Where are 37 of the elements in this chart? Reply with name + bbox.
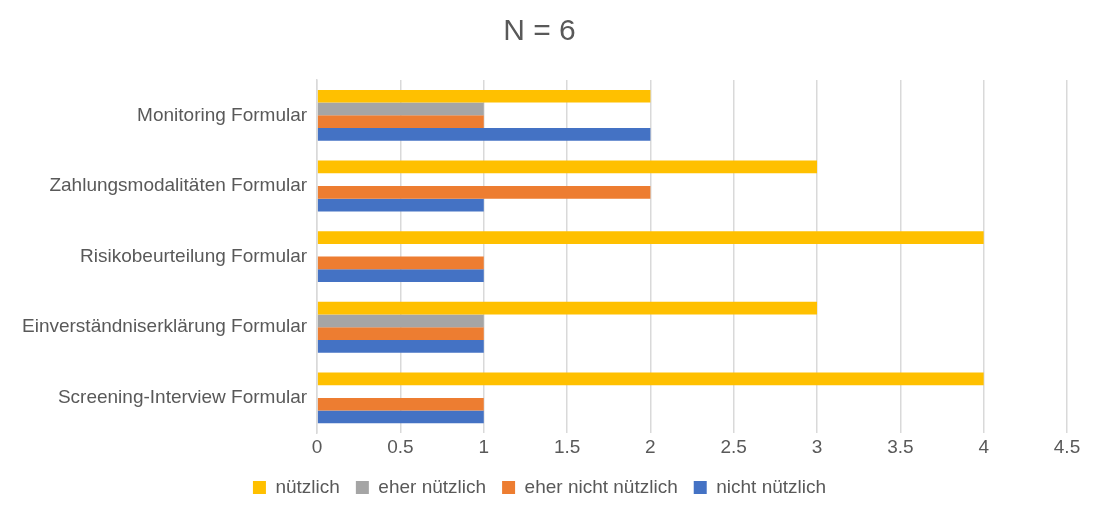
bar	[317, 102, 484, 116]
y-tick-label: Risikobeurteilung Formular	[80, 244, 308, 266]
bar	[317, 128, 651, 141]
x-tick-label: 0.5	[387, 435, 414, 457]
bar	[317, 410, 484, 424]
bar	[317, 301, 818, 315]
x-tick-label: 3	[811, 435, 823, 457]
bar	[317, 339, 484, 353]
x-tick-label: 3.5	[887, 435, 914, 457]
bar	[317, 115, 484, 129]
bar	[317, 372, 984, 386]
x-tick-label: 4	[978, 435, 990, 457]
bar	[317, 269, 484, 283]
bar	[317, 397, 484, 411]
x-tick-label: 2.5	[720, 435, 747, 457]
y-tick-label: Einverständniserklärung Formular	[22, 315, 308, 337]
bar	[317, 185, 651, 199]
bar	[317, 314, 484, 328]
x-tick-label: 1.5	[553, 435, 581, 457]
legend-label: eher nicht nützlich	[524, 475, 678, 497]
legend-label: eher nützlich	[378, 475, 487, 497]
bar	[317, 231, 984, 244]
chart-title: N = 6	[503, 13, 576, 47]
x-tick-label: 0	[311, 435, 323, 457]
y-tick-label: Screening-Interview Formular	[57, 386, 308, 408]
legend-label: nicht nützlich	[716, 475, 827, 497]
y-tick-label: Zahlungsmodalitäten Formular	[49, 174, 308, 196]
y-tick-label: Monitoring Formular	[137, 103, 308, 125]
bar	[317, 256, 484, 270]
x-tick-label: 4.5	[1053, 435, 1081, 457]
bar	[317, 327, 484, 340]
x-tick-label: 1	[478, 435, 490, 457]
x-tick-label: 2	[645, 435, 656, 457]
bar	[317, 160, 818, 174]
bar	[317, 89, 651, 103]
legend-label: nützlich	[275, 475, 340, 497]
bar	[317, 198, 484, 212]
